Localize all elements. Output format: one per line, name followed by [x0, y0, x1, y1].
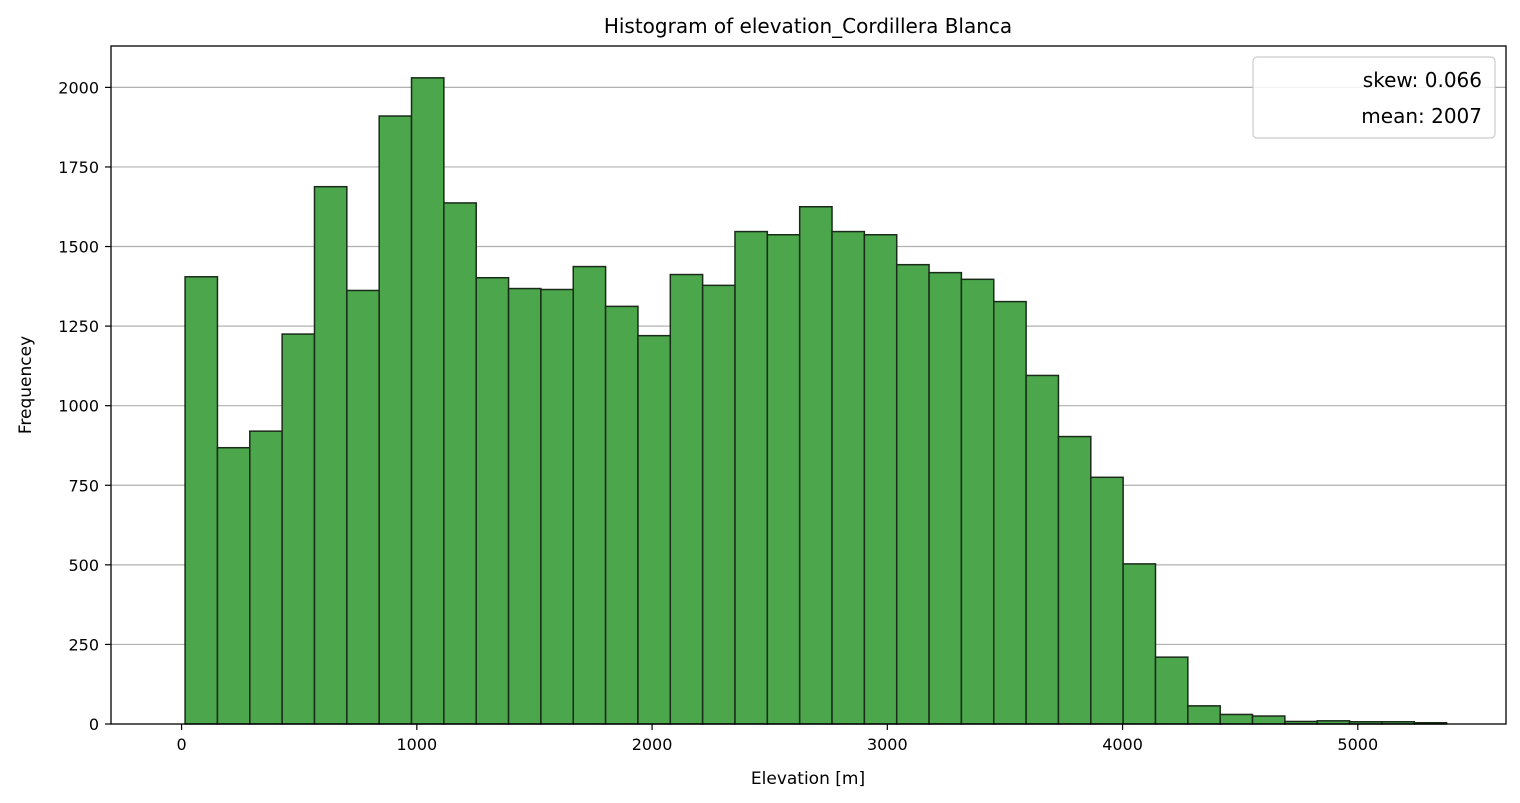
histogram-bar [960, 278, 995, 725]
histogram-bar [928, 271, 963, 725]
x-axis-label: Elevation [m] [751, 769, 865, 789]
y-tick-label: 1500 [58, 238, 99, 257]
x-tick-label: 2000 [632, 735, 673, 754]
histogram-bar [281, 333, 316, 725]
histogram-bar [831, 230, 866, 725]
histogram-bar [1251, 715, 1286, 725]
y-tick-label: 0 [89, 715, 99, 734]
histogram-bar [475, 276, 510, 725]
legend-entry-skew: skew: 0.066 [1363, 68, 1482, 92]
histogram-bar [378, 115, 413, 725]
histogram-bar [895, 263, 930, 725]
y-tick-label: 1750 [58, 158, 99, 177]
histogram-bar [1187, 705, 1221, 725]
legend: skew: 0.066 mean: 2007 [1252, 56, 1496, 139]
histogram-bar [249, 430, 283, 725]
histogram-bar [410, 77, 445, 725]
histogram-bar [313, 185, 348, 725]
histogram-bar [766, 234, 801, 725]
histogram-bar [1057, 435, 1092, 725]
x-tick-label: 3000 [867, 735, 908, 754]
histogram-bar [184, 276, 219, 725]
x-tick-label: 0 [176, 735, 186, 754]
histogram-bar [1090, 476, 1124, 725]
histogram-bar [1122, 563, 1157, 725]
plot-frame [110, 45, 1507, 725]
histogram-bar [701, 284, 736, 725]
histogram-bar [1025, 374, 1060, 725]
chart-title: Histogram of elevation_Cordillera Blanca [604, 14, 1012, 38]
x-tick-label: 1000 [396, 735, 437, 754]
y-tick-label: 1000 [58, 397, 99, 416]
histogram-bar [572, 265, 607, 725]
histogram-bar [443, 202, 477, 725]
y-tick-label: 2000 [58, 78, 99, 97]
x-tick-label: 5000 [1337, 735, 1378, 754]
y-axis-label: Frequencey [16, 336, 36, 434]
histogram-bar [669, 273, 704, 725]
histogram-bar [216, 446, 251, 725]
histogram-bar [604, 305, 639, 725]
histogram-bar [734, 230, 769, 725]
y-tick-label: 250 [68, 635, 99, 654]
histogram-bar [1154, 656, 1189, 725]
histogram-bar [798, 205, 833, 725]
y-axis-ticks: 0 250 500 750 1000 1250 1500 1750 2000 [58, 78, 111, 734]
histogram-bars [184, 77, 1448, 725]
histogram-bar [637, 334, 672, 725]
histogram-bar [863, 234, 898, 725]
histogram-bar [346, 289, 380, 725]
x-axis-ticks: 0 1000 2000 3000 4000 5000 [176, 724, 1378, 754]
histogram-bar [1219, 713, 1254, 725]
y-tick-label: 1250 [58, 317, 99, 336]
histogram-bar [540, 288, 575, 725]
histogram-bar [993, 300, 1027, 725]
y-tick-label: 500 [68, 556, 99, 575]
x-tick-label: 4000 [1102, 735, 1143, 754]
legend-box [1252, 56, 1496, 139]
legend-entry-mean: mean: 2007 [1361, 104, 1482, 128]
y-tick-label: 750 [68, 476, 99, 495]
histogram-bar [507, 287, 542, 725]
